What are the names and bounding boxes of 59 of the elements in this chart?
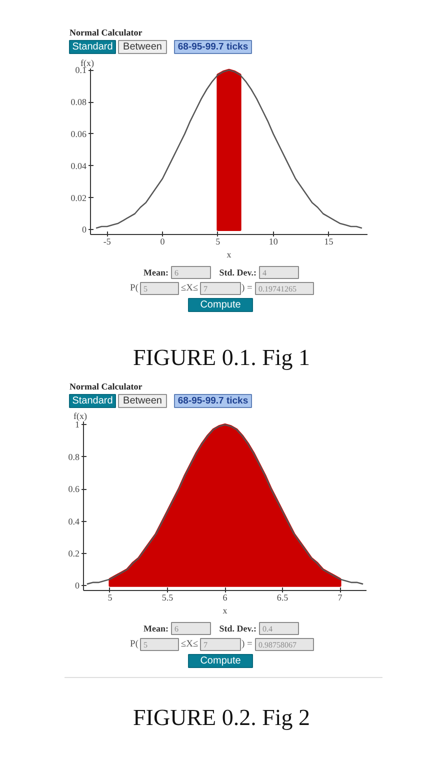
text: Mean:: [144, 624, 169, 634]
y-tick-label: 0.4: [68, 516, 80, 526]
text: ≤X≤: [180, 284, 198, 294]
text: ≤X≤: [180, 640, 198, 650]
x-axis-title: x: [226, 250, 232, 260]
text: 68-95-99.7 ticks: [178, 42, 248, 52]
y-tick-label: 0.06: [70, 128, 87, 139]
text: 6: [174, 268, 178, 278]
text: Std. Dev.:: [219, 268, 257, 278]
text: Between: [123, 396, 162, 406]
text: 4: [262, 268, 266, 278]
text: 0.4: [262, 624, 272, 634]
x-tick-label: 5: [108, 592, 113, 602]
text: Compute: [200, 656, 242, 666]
chart-title: Normal Calculator: [70, 382, 142, 392]
text: 0.19741265: [258, 284, 296, 294]
x-tick-label: 0: [160, 236, 166, 246]
text: 68-95-99.7 ticks: [178, 396, 248, 406]
text: ) =: [242, 640, 252, 650]
x-tick-label: 15: [324, 236, 334, 246]
text: 5: [144, 640, 148, 650]
text: Standard: [72, 42, 113, 52]
text: 7: [204, 640, 208, 650]
y-tick-label: 0.2: [68, 548, 80, 558]
y-axis-title: f(x): [74, 411, 87, 421]
y-tick-label: 0: [82, 224, 87, 235]
text: Between: [123, 42, 162, 52]
text: Mean:: [144, 268, 169, 278]
caption: FIGURE 0.1. Fig 1: [133, 345, 310, 370]
text: Std. Dev.:: [219, 624, 257, 634]
text: 6: [174, 624, 178, 634]
y-axis-title: f(x): [80, 58, 94, 68]
x-tick-label: 5: [216, 236, 221, 246]
x-tick-label: 6.5: [276, 592, 289, 602]
x-tick-label: -5: [103, 236, 112, 246]
text: P(: [130, 284, 139, 294]
y-tick-label: 1: [75, 420, 80, 430]
x-tick-label: 5.5: [162, 592, 174, 602]
text: 0.98758067: [258, 640, 296, 650]
y-tick-label: 0.04: [70, 160, 87, 171]
y-tick-label: 0.02: [70, 192, 86, 203]
text: Compute: [200, 300, 242, 310]
line-series: [95, 69, 363, 229]
text: ) =: [242, 284, 252, 294]
y-tick-label: 0: [75, 580, 80, 591]
text: P(: [130, 640, 139, 650]
x-tick-label: 6: [222, 592, 228, 602]
line-series: [86, 424, 364, 585]
caption: FIGURE 0.2. Fig 2: [133, 705, 310, 730]
y-tick-label: 0.6: [68, 484, 80, 494]
x-axis-title: x: [222, 606, 228, 616]
chart-title: Normal Calculator: [70, 28, 142, 38]
text: 7: [204, 284, 208, 294]
y-tick-label: 0.8: [68, 452, 80, 462]
y-tick-label: 0.08: [70, 97, 87, 108]
text: 5: [144, 284, 148, 294]
x-tick-label: 10: [268, 236, 278, 246]
x-tick-label: 7: [338, 592, 343, 602]
text: Standard: [72, 396, 113, 406]
